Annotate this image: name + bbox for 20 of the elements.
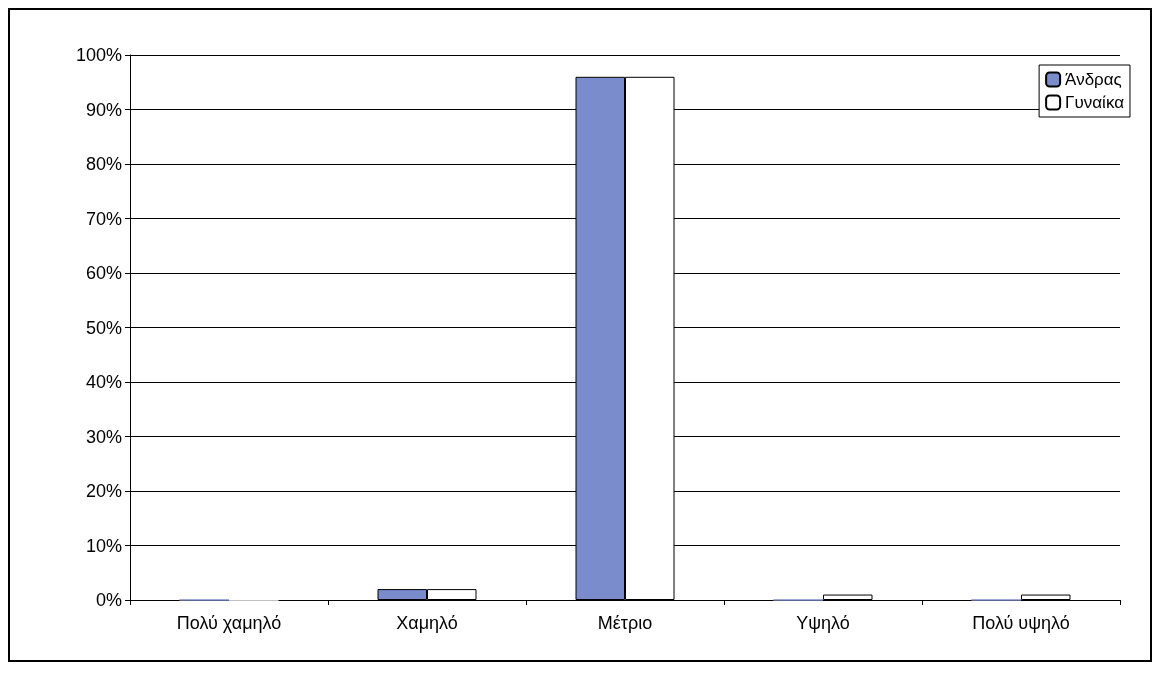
y-tick-label: 20%: [85, 481, 122, 501]
x-tick-label: Πολύ χαμηλό: [176, 613, 282, 633]
bar: [1021, 594, 1071, 600]
y-tick-label: 40%: [85, 372, 122, 392]
y-tick-label: 0%: [95, 590, 122, 610]
x-tick-label: Υψηλό: [796, 613, 850, 633]
y-tick-label: 10%: [85, 535, 122, 556]
x-tick-label: Πολύ υψηλό: [972, 613, 1070, 633]
y-tick-label: 100%: [75, 45, 122, 65]
y-tick-label: 80%: [85, 154, 122, 174]
legend-label: Άνδρας: [1065, 70, 1122, 89]
x-tick-label: Μέτριο: [597, 613, 653, 633]
y-tick-label: 30%: [85, 426, 122, 447]
bar: [823, 594, 873, 600]
y-tick-label: 50%: [85, 317, 122, 338]
legend-label: Γυναίκα: [1065, 93, 1125, 112]
y-tick-label: 60%: [85, 263, 122, 283]
y-tick-label: 70%: [85, 208, 122, 229]
x-tick-label: Χαμηλό: [396, 613, 458, 633]
y-tick-label: 90%: [85, 99, 122, 120]
